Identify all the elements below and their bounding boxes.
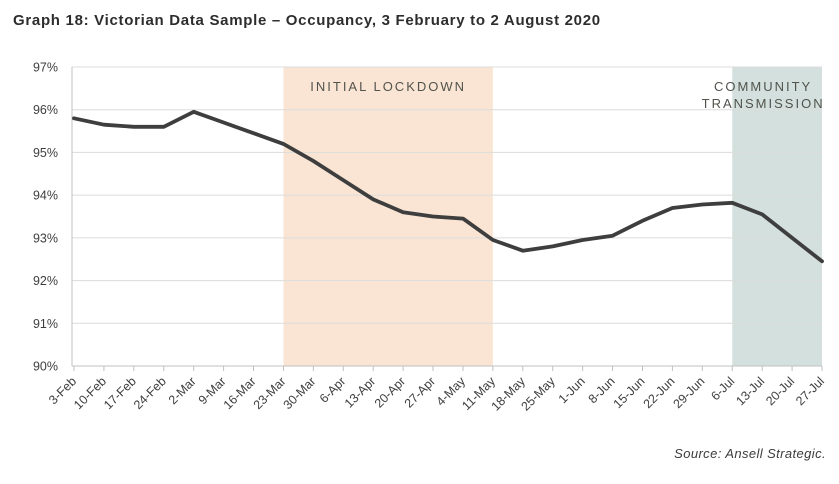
region-band-1	[732, 67, 822, 366]
x-tick-label: 27-Jul	[793, 374, 827, 408]
x-tick-label: 29-Jun	[671, 374, 708, 411]
x-tick-label: 27-Apr	[402, 374, 438, 410]
y-tick-label: 92%	[33, 274, 58, 288]
x-tick-label: 23-Mar	[251, 374, 289, 412]
chart-title: Graph 18: Victorian Data Sample – Occupa…	[13, 12, 601, 29]
region-label-1-line-1: TRANSMISSION	[702, 96, 825, 111]
x-tick-label: 10-Feb	[71, 374, 109, 412]
y-tick-label: 94%	[33, 189, 58, 203]
y-tick-label: 95%	[33, 146, 58, 160]
region-label-0-line-0: INITIAL LOCKDOWN	[310, 79, 466, 94]
x-tick-label: 15-Jun	[611, 374, 648, 411]
x-tick-label: 25-May	[518, 374, 558, 414]
x-tick-label: 20-Jul	[763, 374, 797, 408]
x-tick-label: 2-Mar	[166, 374, 199, 407]
x-tick-label: 13-Apr	[342, 374, 378, 410]
x-tick-label: 1-Jun	[556, 374, 588, 406]
x-tick-label: 24-Feb	[131, 374, 169, 412]
x-tick-label: 20-Apr	[372, 374, 408, 410]
x-tick-label: 17-Feb	[101, 374, 139, 412]
x-tick-label: 13-Jul	[733, 374, 767, 408]
region-band-0	[283, 67, 493, 366]
y-tick-label: 90%	[33, 360, 58, 374]
occupancy-series-line	[72, 109, 824, 264]
x-tick-label: 30-Mar	[281, 374, 319, 412]
y-tick-label: 91%	[33, 317, 58, 331]
y-tick-label: 97%	[33, 61, 58, 75]
source-attribution: Source: Ansell Strategic.	[674, 446, 826, 461]
x-tick-label: 22-Jun	[641, 374, 678, 411]
x-tick-label: 16-Mar	[221, 374, 259, 412]
region-label-1-line-0: COMMUNITY	[714, 79, 812, 94]
y-tick-label: 96%	[33, 103, 58, 117]
y-tick-label: 93%	[33, 231, 58, 245]
